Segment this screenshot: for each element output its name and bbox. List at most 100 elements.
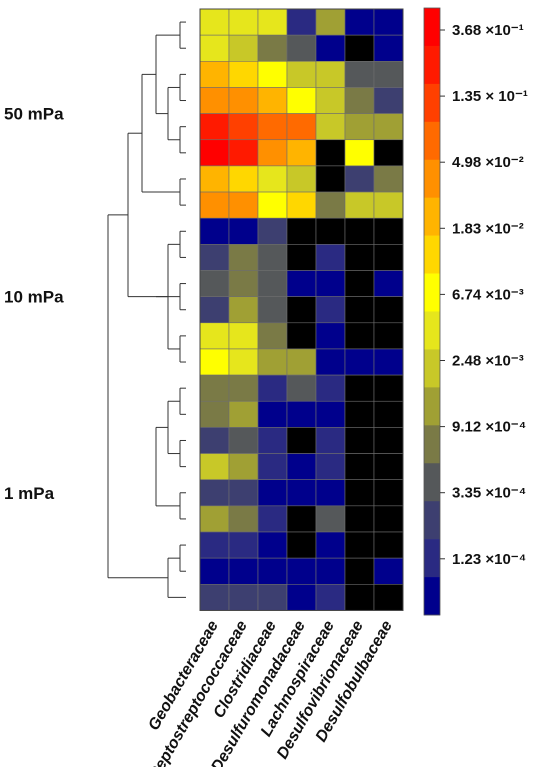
heatmap-cell [315, 270, 346, 297]
heatmap-cell [199, 296, 230, 324]
heatmap-cell [228, 270, 259, 297]
heatmap-cell [199, 165, 230, 193]
heatmap-cell [286, 427, 317, 454]
heatmap-cell [228, 374, 259, 402]
heatmap-cell [344, 322, 375, 350]
heatmap-cell [199, 87, 230, 114]
heatmap-cell [286, 191, 317, 219]
heatmap-cell [315, 244, 346, 271]
heatmap-cell [257, 87, 288, 114]
heatmap-cell [228, 479, 259, 507]
heatmap-cell [315, 531, 346, 559]
legend-swatch [424, 121, 440, 161]
group-label: 10 mPa [4, 288, 64, 307]
heatmap-cell [199, 322, 230, 350]
heatmap-cell [228, 191, 259, 219]
heatmap-cell [257, 374, 288, 402]
heatmap-cell [344, 34, 375, 62]
heatmap-cell [228, 427, 259, 454]
heatmap-cell [286, 296, 317, 324]
heatmap-cell [373, 322, 404, 350]
legend-frame [423, 7, 441, 616]
heatmap-cell [344, 87, 375, 114]
heatmap-cell [257, 296, 288, 324]
group-labels: 50 mPa 10 mPa 1 mPa [4, 105, 64, 503]
legend-label: 1.35 × 10⁻¹ [452, 88, 528, 105]
heatmap-cell [373, 139, 404, 167]
heatmap-cell [228, 505, 259, 533]
heatmap-cell [315, 8, 346, 36]
legend-label: 2.48 ×10⁻³ [452, 353, 524, 370]
heatmap-cell [199, 427, 230, 454]
heatmap-cell [228, 296, 259, 324]
heatmap-cell [286, 531, 317, 559]
heatmap-cell [228, 322, 259, 350]
heatmap-cell [315, 60, 346, 88]
heatmap-cell [315, 453, 346, 480]
heatmap-cell [315, 374, 346, 402]
heatmap-cell [257, 348, 288, 376]
heatmap-cell [286, 557, 317, 585]
heatmap-cell [373, 8, 404, 36]
heatmap-cell [286, 400, 317, 428]
legend-swatch [424, 387, 440, 426]
heatmap-cell [228, 60, 259, 88]
heatmap-cell [228, 34, 259, 62]
heatmap-cell [286, 87, 317, 114]
heatmap-cell [286, 270, 317, 297]
heatmap-cell [257, 270, 288, 297]
heatmap-cell [315, 139, 346, 167]
legend-swatch [424, 235, 440, 274]
heatmap-cell [228, 400, 259, 428]
heatmap-cell [373, 60, 404, 88]
legend-label: 3.35 ×10⁻⁴ [452, 485, 526, 502]
heatmap-cell [199, 557, 230, 585]
heatmap-cell [315, 479, 346, 507]
column-labels: GeobacteraceaePeptostreptococcaceaeClost… [145, 618, 396, 767]
heatmap-cell [228, 557, 259, 585]
heatmap-frame [199, 8, 404, 611]
legend-swatch [424, 425, 440, 464]
heatmap-cell [315, 400, 346, 428]
heatmap-cell [373, 87, 404, 114]
heatmap-cell [199, 531, 230, 559]
heatmap-cell [286, 113, 317, 141]
legend-swatch [424, 311, 440, 350]
heatmap-cell [373, 505, 404, 533]
heatmap-grid [199, 8, 404, 611]
heatmap-cell [199, 60, 230, 88]
heatmap-cell [344, 191, 375, 219]
heatmap-cell [373, 296, 404, 324]
heatmap-cell [228, 217, 259, 245]
heatmap-cell [286, 34, 317, 62]
heatmap-cell [373, 113, 404, 141]
heatmap-cell [257, 139, 288, 167]
heatmap-cell [257, 531, 288, 559]
heatmap-cell [228, 87, 259, 114]
heatmap-cell [257, 217, 288, 245]
heatmap-cell [199, 244, 230, 271]
heatmap-cell [228, 113, 259, 141]
heatmap-cell [315, 34, 346, 62]
heatmap-cell [257, 60, 288, 88]
heatmap-cell [315, 296, 346, 324]
heatmap-cell [373, 453, 404, 480]
legend-label: 3.68 ×10⁻¹ [452, 22, 524, 39]
heatmap-cell [199, 453, 230, 480]
heatmap-cell [286, 505, 317, 533]
heatmap-cell [257, 400, 288, 428]
heatmap-cell [286, 8, 317, 36]
heatmap-cell [257, 191, 288, 219]
heatmap-cell [286, 217, 317, 245]
heatmap-cell [286, 583, 317, 611]
heatmap-cell [257, 165, 288, 193]
heatmap-cell [257, 244, 288, 271]
legend-label: 9.12 ×10⁻⁴ [452, 419, 526, 436]
heatmap-cell [373, 374, 404, 402]
heatmap-cell [344, 244, 375, 271]
legend-label: 4.98 ×10⁻² [452, 154, 524, 171]
heatmap-cell [228, 348, 259, 376]
legend-swatch [424, 539, 440, 578]
heatmap-cell [199, 505, 230, 533]
heatmap-cell [344, 270, 375, 297]
